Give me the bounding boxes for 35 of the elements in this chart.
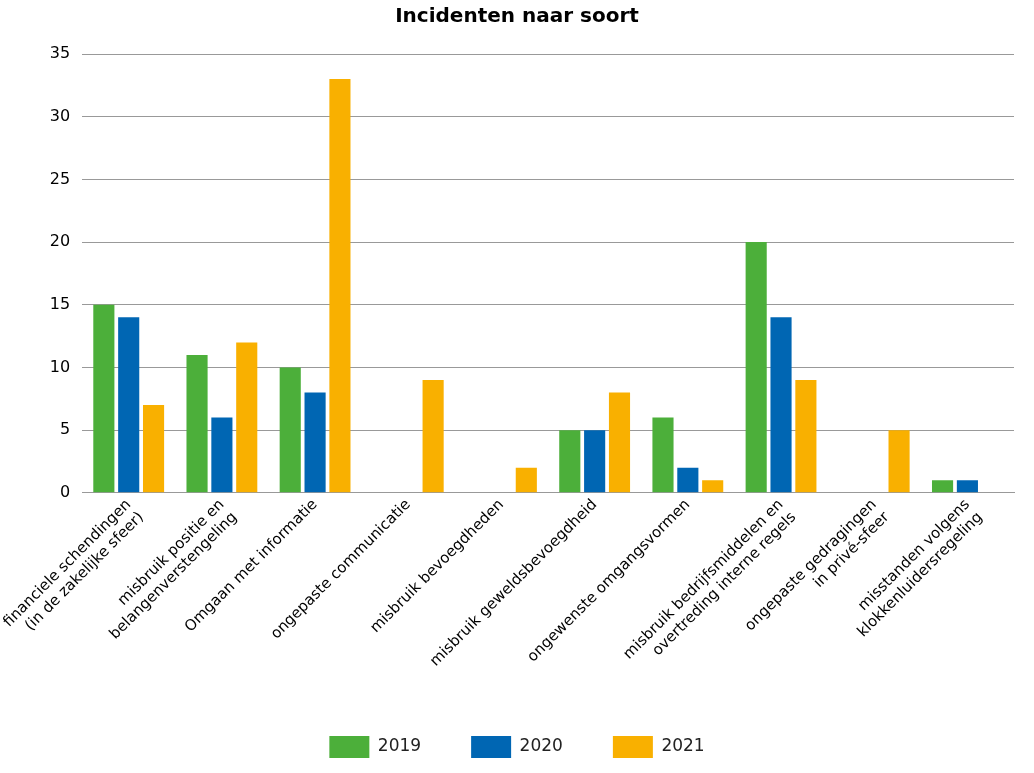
bar <box>677 467 699 493</box>
bar <box>702 480 724 493</box>
bar <box>329 79 351 493</box>
bar <box>186 354 208 493</box>
bar <box>304 392 326 493</box>
y-tick-label: 15 <box>49 293 71 313</box>
y-tick-label: 35 <box>49 43 71 63</box>
bar <box>745 242 767 493</box>
bar <box>584 430 606 493</box>
bar <box>559 430 581 493</box>
bar <box>118 317 140 493</box>
y-tick-label: 10 <box>49 356 71 376</box>
bar <box>236 342 258 493</box>
bar <box>931 480 954 493</box>
bar <box>770 317 792 493</box>
legend-label: 2019 <box>377 735 422 756</box>
bar <box>956 480 978 493</box>
y-tick-label: 20 <box>49 231 71 251</box>
bar <box>142 405 165 493</box>
legend-label: 2020 <box>519 735 563 756</box>
y-tick-label: 30 <box>49 105 71 125</box>
bar <box>515 467 537 493</box>
y-tick-label: 0 <box>59 482 71 502</box>
y-tick-label: 5 <box>59 419 71 439</box>
bar <box>608 392 631 493</box>
bar <box>93 304 115 493</box>
bar <box>795 380 817 493</box>
y-tick-label: 25 <box>49 168 71 188</box>
legend-label: 2021 <box>661 735 705 756</box>
bar <box>211 417 233 493</box>
bar <box>888 430 910 493</box>
bar <box>652 417 674 493</box>
bar <box>422 380 444 493</box>
bar <box>279 367 301 493</box>
chart-title: Incidenten naar soort <box>395 3 640 28</box>
